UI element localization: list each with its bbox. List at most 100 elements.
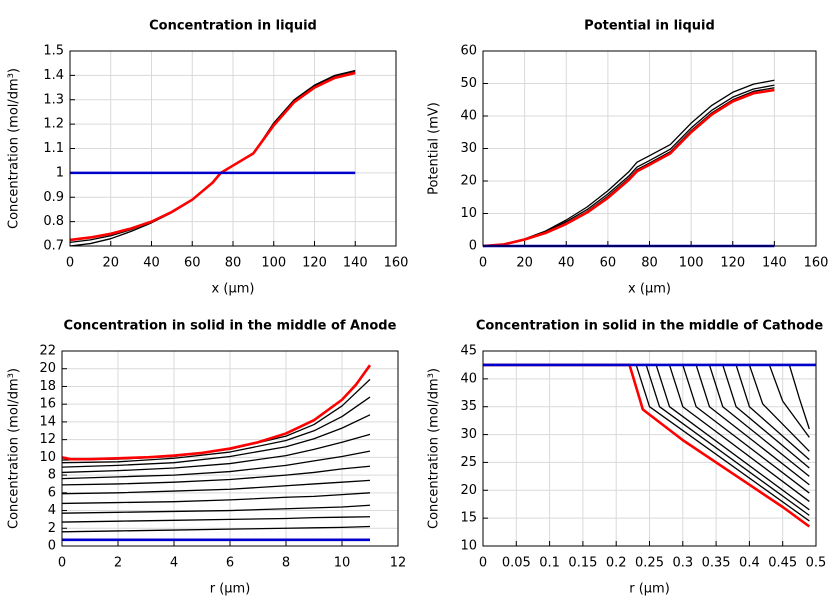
y-tick-label: 40 [460, 371, 477, 386]
y-tick-label: 2 [48, 521, 56, 536]
data-line [61, 364, 372, 461]
x-tick-label: 0.2 [606, 556, 627, 571]
x-axis-label: r (µm) [210, 582, 251, 597]
data-line [61, 433, 371, 474]
plot-frame [61, 350, 399, 547]
data-line [61, 378, 371, 461]
data-line [61, 492, 371, 505]
y-tick-label: 0 [48, 539, 56, 554]
x-tick-label: 10 [334, 556, 351, 571]
x-tick-label: 6 [226, 556, 234, 571]
data-line [61, 414, 371, 468]
x-tick-label: 0.45 [768, 556, 797, 571]
x-tick-label: 100 [679, 256, 704, 271]
y-tick-label: 0.9 [43, 190, 64, 205]
plot-frame [482, 350, 817, 547]
x-tick-label: 12 [390, 556, 407, 571]
x-tick-label: 0.25 [635, 556, 664, 571]
data-line [69, 71, 356, 243]
x-tick-label: 80 [225, 256, 242, 271]
data-line [69, 69, 356, 247]
y-tick-label: 25 [460, 455, 477, 470]
y-tick-label: 4 [48, 503, 56, 518]
x-tick-label: 20 [102, 256, 119, 271]
y-tick-label: 8 [48, 468, 56, 483]
y-tick-label: 1.2 [43, 117, 64, 132]
x-tick-label: 0.5 [806, 556, 827, 571]
x-axis-label: x (µm) [628, 282, 671, 297]
x-tick-label: 4 [170, 556, 178, 571]
data-line [61, 504, 371, 514]
x-tick-label: 0.1 [539, 556, 560, 571]
y-axis-label: Concentration (mol/dm³) [7, 368, 22, 529]
y-tick-label: 22 [39, 344, 56, 359]
data-line [483, 364, 810, 502]
x-axis-label: x (µm) [212, 282, 255, 297]
y-tick-label: 1 [56, 165, 64, 180]
y-tick-label: 15 [460, 511, 477, 526]
x-tick-label: 8 [282, 556, 290, 571]
x-tick-label: 80 [641, 256, 658, 271]
data-line [61, 450, 371, 480]
data-line [69, 71, 356, 242]
x-tick-label: 140 [343, 256, 368, 271]
x-tick-label: 140 [762, 256, 787, 271]
x-tick-label: 0.35 [702, 556, 731, 571]
y-tick-label: 1.5 [43, 44, 64, 59]
x-tick-label: 60 [600, 256, 617, 271]
y-tick-label: 1.1 [43, 141, 64, 156]
data-line [61, 479, 371, 495]
data-line [482, 79, 775, 247]
x-tick-label: 160 [804, 256, 829, 271]
x-tick-label: 120 [302, 256, 327, 271]
y-axis-label: Concentration (mol/dm³) [7, 68, 22, 229]
x-tick-label: 0.05 [502, 556, 531, 571]
y-tick-label: 30 [460, 427, 477, 442]
y-tick-label: 45 [460, 344, 477, 359]
data-line [483, 364, 810, 486]
x-tick-label: 0 [479, 556, 487, 571]
data-line [482, 88, 775, 248]
plot-frame [69, 50, 397, 247]
data-line [61, 525, 371, 533]
y-tick-label: 0.8 [43, 214, 64, 229]
data-line [61, 465, 371, 486]
x-tick-label: 120 [720, 256, 745, 271]
y-tick-label: 14 [39, 414, 56, 429]
plot-frame [482, 50, 817, 247]
chart-title: Concentration in liquid [149, 19, 317, 34]
y-tick-label: 60 [460, 44, 477, 59]
data-line [483, 364, 810, 477]
data-line [483, 364, 810, 452]
y-tick-label: 18 [39, 379, 56, 394]
y-tick-label: 1.4 [43, 68, 64, 83]
y-tick-label: 16 [39, 397, 56, 412]
data-line [61, 396, 371, 464]
chart-title: Concentration in solid in the middle of … [476, 319, 824, 334]
y-axis-label: Potential (mV) [427, 102, 442, 195]
chart-title: Potential in liquid [584, 19, 715, 34]
y-tick-label: 1.3 [43, 92, 64, 107]
y-tick-label: 20 [460, 174, 477, 189]
x-tick-label: 20 [516, 256, 533, 271]
y-tick-label: 50 [460, 76, 477, 91]
y-tick-label: 40 [460, 109, 477, 124]
y-tick-label: 12 [39, 432, 56, 447]
y-tick-label: 0 [469, 239, 477, 254]
x-tick-label: 0.15 [568, 556, 597, 571]
x-tick-label: 60 [184, 256, 201, 271]
x-tick-label: 40 [558, 256, 575, 271]
data-line [61, 516, 371, 523]
x-tick-label: 40 [143, 256, 160, 271]
y-tick-label: 20 [460, 483, 477, 498]
y-tick-label: 10 [460, 206, 477, 221]
chart-title: Concentration in solid in the middle of … [64, 319, 397, 334]
x-tick-label: 0 [66, 256, 74, 271]
y-tick-label: 35 [460, 399, 477, 414]
data-line [483, 364, 810, 522]
y-tick-label: 6 [48, 485, 56, 500]
y-tick-label: 10 [39, 450, 56, 465]
x-tick-label: 100 [261, 256, 286, 271]
data-line [482, 87, 775, 247]
